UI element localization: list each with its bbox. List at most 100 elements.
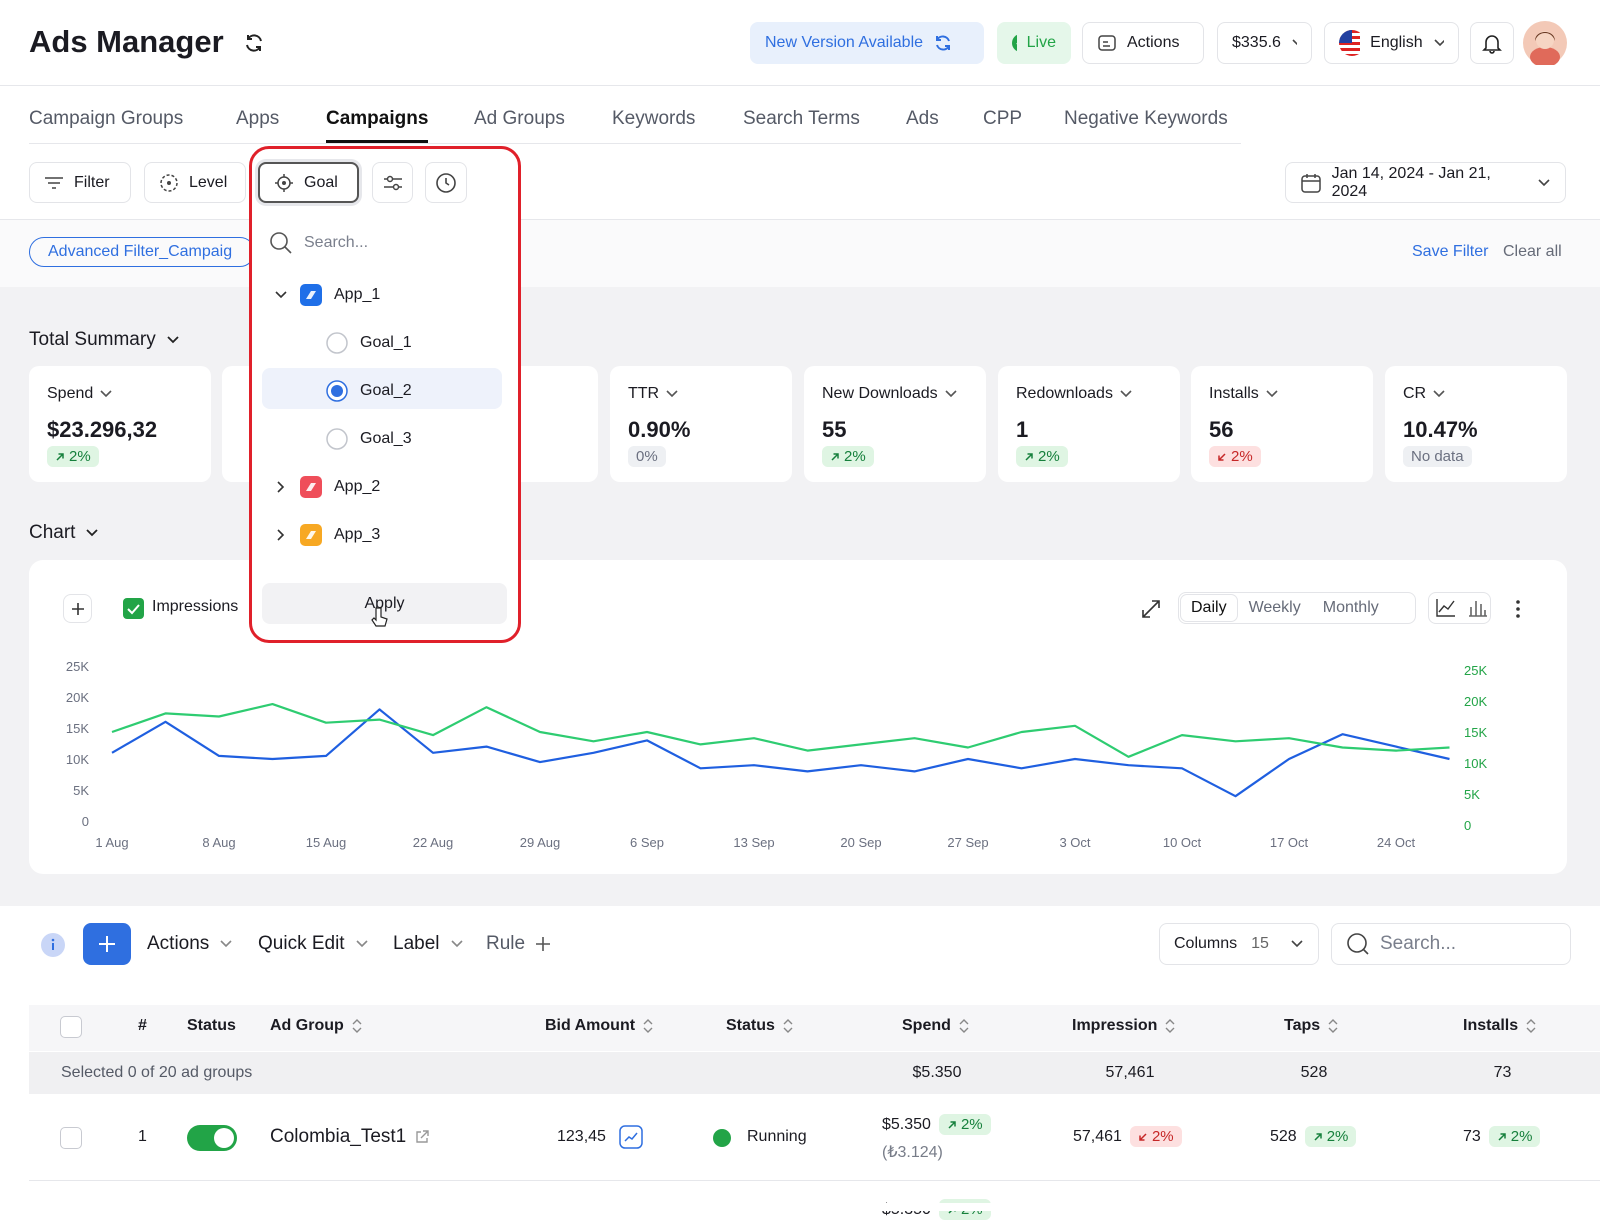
tab[interactable]: Campaign Groups	[29, 108, 183, 130]
sort-path	[644, 1020, 652, 1032]
external-link-icon	[414, 1129, 430, 1145]
actions-menu[interactable]: Actions	[147, 933, 233, 955]
column-header[interactable]: Impression	[1072, 1017, 1175, 1035]
menu-text: Rule	[486, 933, 525, 955]
tab[interactable]: CPP	[983, 108, 1022, 130]
actions-button[interactable]: Actions	[1082, 22, 1204, 64]
y2-tick-label: 25K	[1464, 663, 1487, 678]
clear-all-link[interactable]: Clear all	[1503, 243, 1562, 261]
chart-heading[interactable]: Chart	[29, 522, 99, 544]
change-badge: 2%	[47, 446, 99, 467]
summary-card: Redownloads12%	[998, 366, 1180, 482]
info-icon[interactable]	[41, 933, 65, 957]
taps-cell: 5282%	[1270, 1126, 1356, 1147]
level-button[interactable]: Level	[144, 162, 246, 203]
avatar[interactable]	[1523, 21, 1567, 65]
column-header[interactable]: #	[138, 1017, 147, 1035]
ad-group-cell[interactable]: Colombia_Test1	[270, 1126, 430, 1148]
chevron-path	[101, 391, 111, 396]
column-header[interactable]: Taps	[1284, 1017, 1338, 1035]
tab[interactable]: Ad Groups	[474, 108, 565, 130]
sort-icon	[783, 1018, 793, 1034]
sort-icon	[959, 1018, 969, 1034]
card-label[interactable]: Redownloads	[1016, 385, 1133, 403]
column-header-text: Impression	[1072, 1017, 1157, 1035]
summary-card: TTR 0.90% 0%	[610, 366, 792, 482]
table-header	[29, 1005, 1600, 1051]
plus-icon	[535, 936, 551, 952]
sort-path	[1527, 1020, 1535, 1032]
save-filter-link[interactable]: Save Filter	[1412, 243, 1488, 261]
tab[interactable]: Negative Keywords	[1064, 108, 1228, 130]
refresh-icon[interactable]	[243, 32, 265, 54]
filter-button[interactable]: Filter	[29, 162, 131, 203]
tab[interactable]: Campaigns	[326, 108, 428, 130]
series-line	[112, 709, 1450, 796]
column-header[interactable]: Installs	[1463, 1017, 1536, 1035]
card-label[interactable]: Spend	[47, 385, 113, 403]
chevron	[1291, 38, 1297, 48]
select-all-checkbox[interactable]	[60, 1016, 82, 1038]
filter-chip[interactable]: Advanced Filter_Campaig	[29, 237, 255, 267]
label-menu[interactable]: Label	[393, 933, 464, 955]
change-text: 0%	[636, 448, 658, 465]
card-label[interactable]: TTR	[628, 385, 679, 403]
rule-menu[interactable]: Rule	[486, 933, 551, 955]
chevron	[1265, 389, 1279, 399]
spend-value: $5.350	[882, 1116, 931, 1134]
status-toggle[interactable]	[187, 1125, 237, 1151]
sort-path	[353, 1020, 361, 1032]
bottom-fade	[0, 1203, 1600, 1211]
column-header[interactable]: Status	[187, 1017, 236, 1035]
new-version-button[interactable]: New Version Available	[750, 22, 984, 64]
card-label-text: New Downloads	[822, 385, 938, 403]
spend-cell: $5.3502%	[882, 1114, 991, 1135]
notifications-button[interactable]	[1470, 22, 1514, 64]
card-label[interactable]: New Downloads	[822, 385, 958, 403]
y-tick-label: 15K	[66, 721, 89, 736]
icon	[1012, 34, 1017, 52]
bid-chart-button[interactable]	[619, 1125, 643, 1149]
change-badge: 2%	[1130, 1126, 1182, 1147]
row-checkbox[interactable]	[60, 1127, 82, 1149]
new-version-text: New Version Available	[765, 34, 923, 52]
change-badge: 2%	[1489, 1126, 1541, 1147]
level-text: Level	[189, 174, 227, 192]
card-value: 0.90%	[628, 417, 690, 443]
column-header[interactable]: Spend	[902, 1017, 969, 1035]
live-status[interactable]: Live	[997, 22, 1071, 64]
summary-row	[29, 1052, 1600, 1094]
change-badge: No data	[1403, 446, 1472, 467]
language-dropdown[interactable]: English	[1324, 22, 1459, 64]
column-header[interactable]: Ad Group	[270, 1017, 362, 1035]
installs-cell: 73 2%	[1463, 1126, 1540, 1147]
columns-dropdown[interactable]: Columns15	[1159, 923, 1319, 965]
quick-edit-menu[interactable]: Quick Edit	[258, 933, 369, 955]
card-value: 10.47%	[1403, 417, 1478, 443]
card-label[interactable]: CR	[1403, 385, 1446, 403]
add-button[interactable]	[83, 923, 131, 965]
language-text: English	[1370, 34, 1422, 52]
column-header[interactable]: Bid Amount	[545, 1017, 653, 1035]
y2-tick-label: 10K	[1464, 756, 1487, 771]
tab[interactable]: Apps	[236, 108, 279, 130]
table-search[interactable]: Search...	[1331, 923, 1571, 965]
tab[interactable]: Search Terms	[743, 108, 860, 130]
chevron	[1433, 38, 1444, 48]
trend-arrow	[1497, 1132, 1507, 1142]
calendar-icon	[1300, 172, 1322, 194]
x-tick-label: 3 Oct	[1059, 835, 1090, 850]
chevron	[99, 389, 113, 399]
tab[interactable]: Keywords	[612, 108, 695, 130]
date-range-picker[interactable]: Jan 14, 2024 - Jan 21, 2024	[1285, 162, 1566, 203]
arrow-path	[1140, 1134, 1146, 1140]
column-header[interactable]: Status	[726, 1017, 793, 1035]
tab[interactable]: Ads	[906, 108, 939, 130]
card-label[interactable]: Installs	[1209, 385, 1279, 403]
change-text: 2%	[1327, 1128, 1349, 1145]
summary-heading[interactable]: Total Summary	[29, 329, 180, 351]
card-value: $23.296,32	[47, 417, 157, 443]
balance-dropdown[interactable]: $335.6	[1217, 22, 1312, 64]
installs-value: 73	[1463, 1128, 1481, 1146]
trend-arrow	[55, 452, 65, 462]
